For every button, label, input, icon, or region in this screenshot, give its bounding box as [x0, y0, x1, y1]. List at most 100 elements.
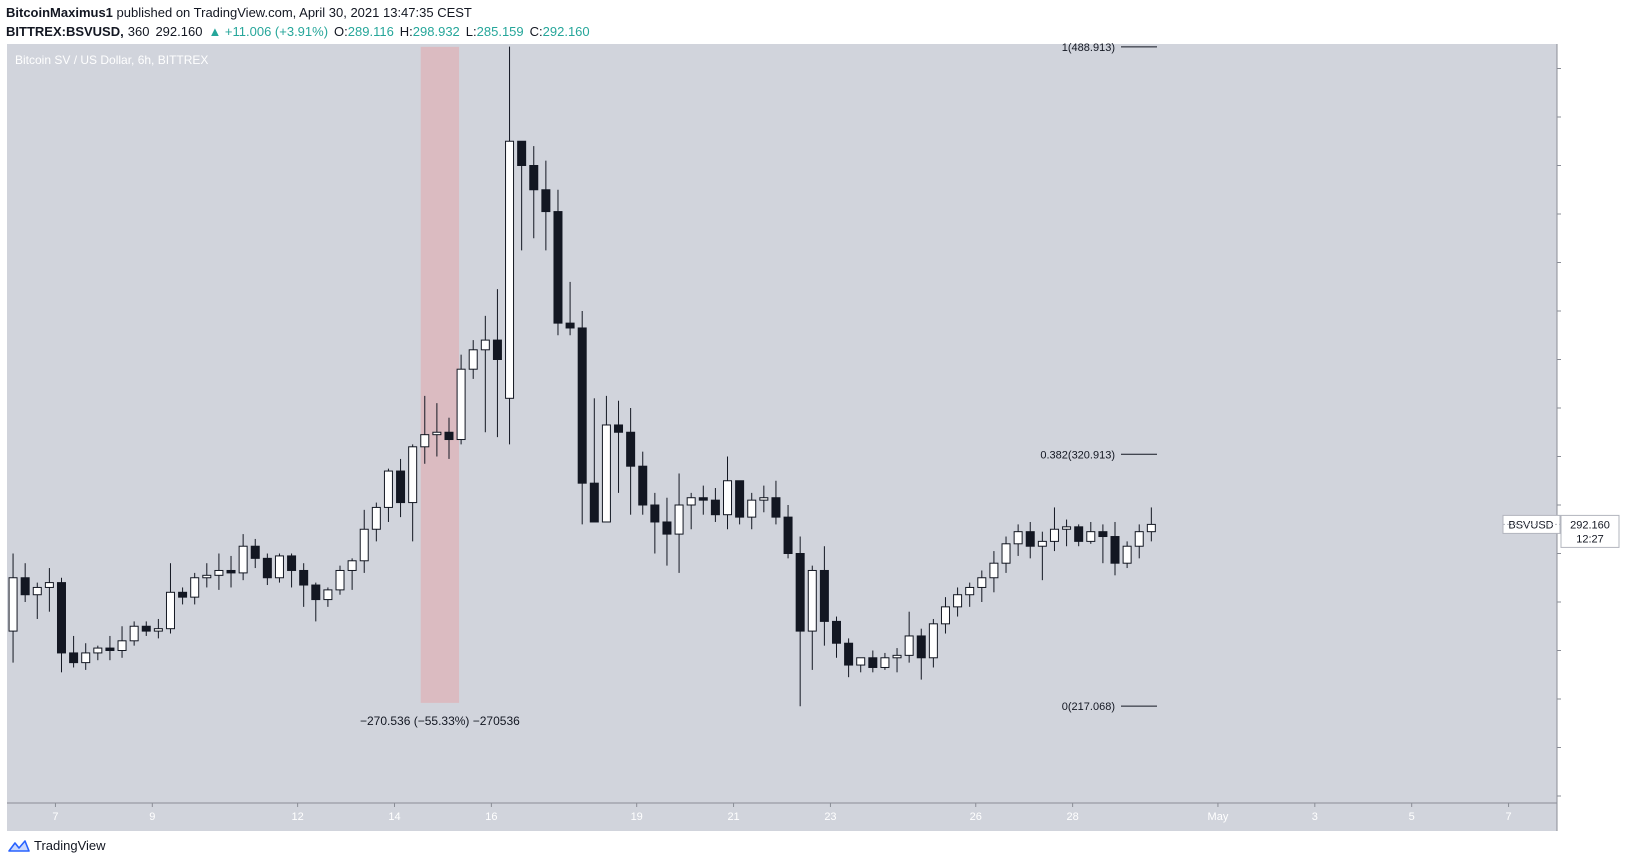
candle-body-down [1025, 531, 1035, 547]
candle-body-up [965, 586, 975, 596]
candle [492, 289, 502, 438]
candle-body-down [178, 591, 188, 598]
candle [214, 553, 224, 590]
time-axis-label: 21 [727, 811, 739, 823]
chart-header: BitcoinMaximus1 published on TradingView… [6, 4, 1006, 42]
candle [1098, 524, 1108, 564]
candle [505, 46, 515, 445]
candle [226, 555, 236, 588]
price-axis-label: 340.000 [1565, 403, 1605, 415]
candle-body-down [396, 470, 406, 504]
candle-body-down [589, 482, 599, 523]
candle [517, 140, 527, 251]
tradingview-brand[interactable]: TradingView [34, 838, 106, 853]
price-range-measure[interactable]: −270.536 (−55.33%) −270536 [360, 46, 520, 728]
price-axis-label: 300.000 [1565, 500, 1605, 512]
candle [444, 417, 454, 459]
candle-body-up [468, 349, 478, 370]
candle [1110, 521, 1120, 576]
candle [69, 635, 79, 668]
candle-body-down [226, 569, 236, 574]
candle [1037, 531, 1047, 581]
candle-body-up [371, 506, 381, 530]
current-price-tag: BSVUSD 292.160 12:27 [1502, 514, 1620, 548]
candle [965, 582, 975, 607]
candle-body-up [723, 480, 733, 516]
candle-body-up [8, 577, 18, 632]
open-value: 289.116 [347, 24, 394, 39]
candle [977, 570, 987, 602]
candle-body-up [93, 647, 103, 654]
candle [819, 546, 829, 646]
candle [541, 160, 551, 251]
candle [81, 643, 91, 670]
price-tag-box [1560, 514, 1620, 548]
candle-body-up [456, 368, 466, 441]
candle [868, 650, 878, 673]
candle-body-up [904, 635, 914, 656]
candle [480, 315, 490, 433]
candle [565, 281, 575, 336]
time-axis-label: 19 [631, 811, 643, 823]
candle-body-up [1013, 531, 1023, 545]
candle-body-up [153, 628, 163, 632]
chart-background [7, 44, 1557, 831]
candle-body-down [541, 189, 551, 213]
candle [1013, 524, 1023, 556]
candle [747, 492, 757, 530]
price-axis-label: 220.000 [1565, 694, 1605, 706]
candle-body-up [335, 569, 345, 591]
candle [892, 648, 902, 673]
candle [953, 587, 963, 617]
candle-body-up [347, 560, 357, 571]
candle-body-down [783, 516, 793, 554]
candlestick-series [8, 46, 1156, 707]
candle [795, 536, 805, 707]
candle [299, 563, 309, 607]
price-axis-label: 420.000 [1565, 209, 1605, 221]
time-axis-label: 9 [149, 811, 155, 823]
price-axis: 180.000 200.000 220.000 240.000 260.000 280.0… [1557, 64, 1605, 803]
low-value: 285.159 [476, 24, 524, 39]
candle-body-down [69, 652, 79, 664]
candle [589, 398, 599, 523]
candle-body-down [1110, 536, 1120, 564]
footer: TradingView [8, 838, 106, 853]
candle [178, 587, 188, 605]
candle [1049, 507, 1059, 552]
candle [432, 403, 442, 457]
time-axis-label: 7 [52, 811, 58, 823]
time-axis-label: 23 [824, 811, 836, 823]
measure-label: −270.536 (−55.33%) −270536 [360, 714, 520, 728]
price-axis-label: 260.000 [1565, 597, 1605, 609]
candle [8, 553, 18, 663]
candle-body-up [408, 446, 418, 504]
candle [856, 657, 866, 673]
fib-level-label: 1(488.913) [1062, 42, 1115, 54]
candle [117, 626, 127, 658]
fibonacci-retracement[interactable]: 1(488.913) 0.382(320.913) 0(217.068) [1040, 42, 1157, 713]
candle-body-up [1062, 526, 1072, 530]
candle-body-up [480, 339, 490, 351]
candle [904, 611, 914, 663]
candle [698, 485, 708, 515]
candle [20, 563, 30, 602]
candle-body-up [856, 657, 866, 666]
candle-body-down [262, 557, 272, 579]
candle-body-up [807, 569, 817, 632]
candle-body-up [892, 654, 902, 659]
price-axis-label: 440.000 [1565, 161, 1605, 173]
candle-body-up [928, 623, 938, 659]
candle-body-down [577, 327, 587, 484]
publish-line: BitcoinMaximus1 published on TradingView… [6, 4, 1006, 22]
author-name[interactable]: BitcoinMaximus1 [6, 5, 113, 20]
candle-body-down [20, 577, 30, 596]
candle-body-up [165, 591, 175, 630]
candle-body-up [81, 652, 91, 664]
candle [601, 395, 611, 523]
candle-body-up [238, 545, 248, 574]
candle-body-down [831, 620, 841, 644]
timeframe: 360 [127, 24, 150, 39]
published-text: published on TradingView.com, April 30, … [116, 5, 472, 20]
